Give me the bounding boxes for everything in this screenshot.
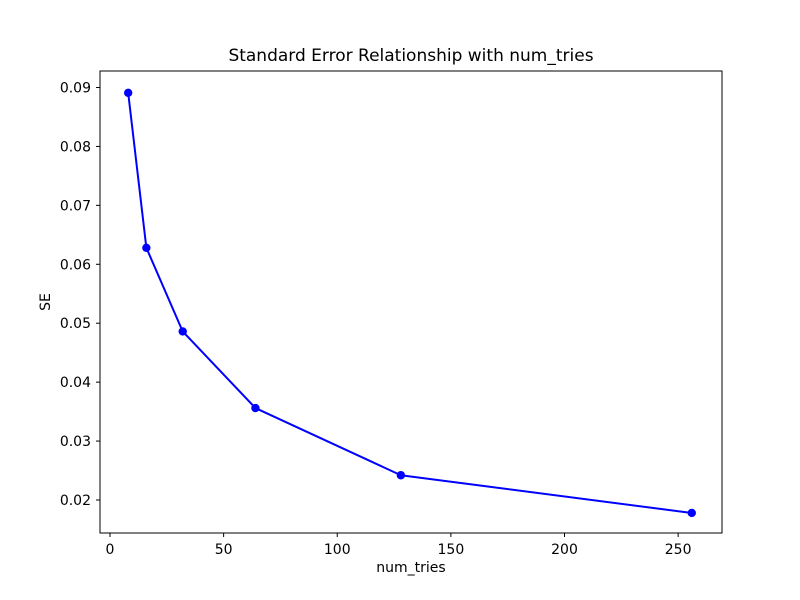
y-tick-label: 0.05 — [60, 316, 91, 332]
data-point-marker — [687, 508, 696, 518]
x-tick-label: 0 — [106, 542, 115, 558]
y-tick-label: 0.09 — [60, 81, 91, 97]
data-point-marker — [123, 88, 133, 98]
data-point-marker — [396, 471, 406, 480]
data-point-marker — [142, 243, 151, 252]
x-tick-label: 200 — [551, 542, 578, 558]
axes-spines — [99, 70, 723, 534]
y-tick-label: 0.04 — [60, 375, 91, 391]
x-tick-label: 100 — [324, 542, 351, 558]
x-tick-label: 150 — [438, 542, 465, 558]
y-tick-label: 0.03 — [60, 434, 91, 450]
y-tick-label: 0.07 — [60, 198, 91, 214]
x-tick-label: 250 — [665, 542, 692, 558]
x-tick-label: 50 — [215, 542, 233, 558]
chart-title: Standard Error Relationship with num_tri… — [228, 46, 594, 66]
y-tick-label: 0.02 — [60, 493, 91, 509]
x-axis-label: num_tries — [376, 560, 446, 576]
se-line-series — [127, 91, 693, 514]
data-point-marker — [178, 327, 187, 336]
y-axis-label: SE — [38, 293, 54, 311]
y-tick-label: 0.08 — [60, 139, 91, 155]
y-tick-label: 0.06 — [60, 257, 91, 273]
data-point-marker — [251, 403, 260, 413]
